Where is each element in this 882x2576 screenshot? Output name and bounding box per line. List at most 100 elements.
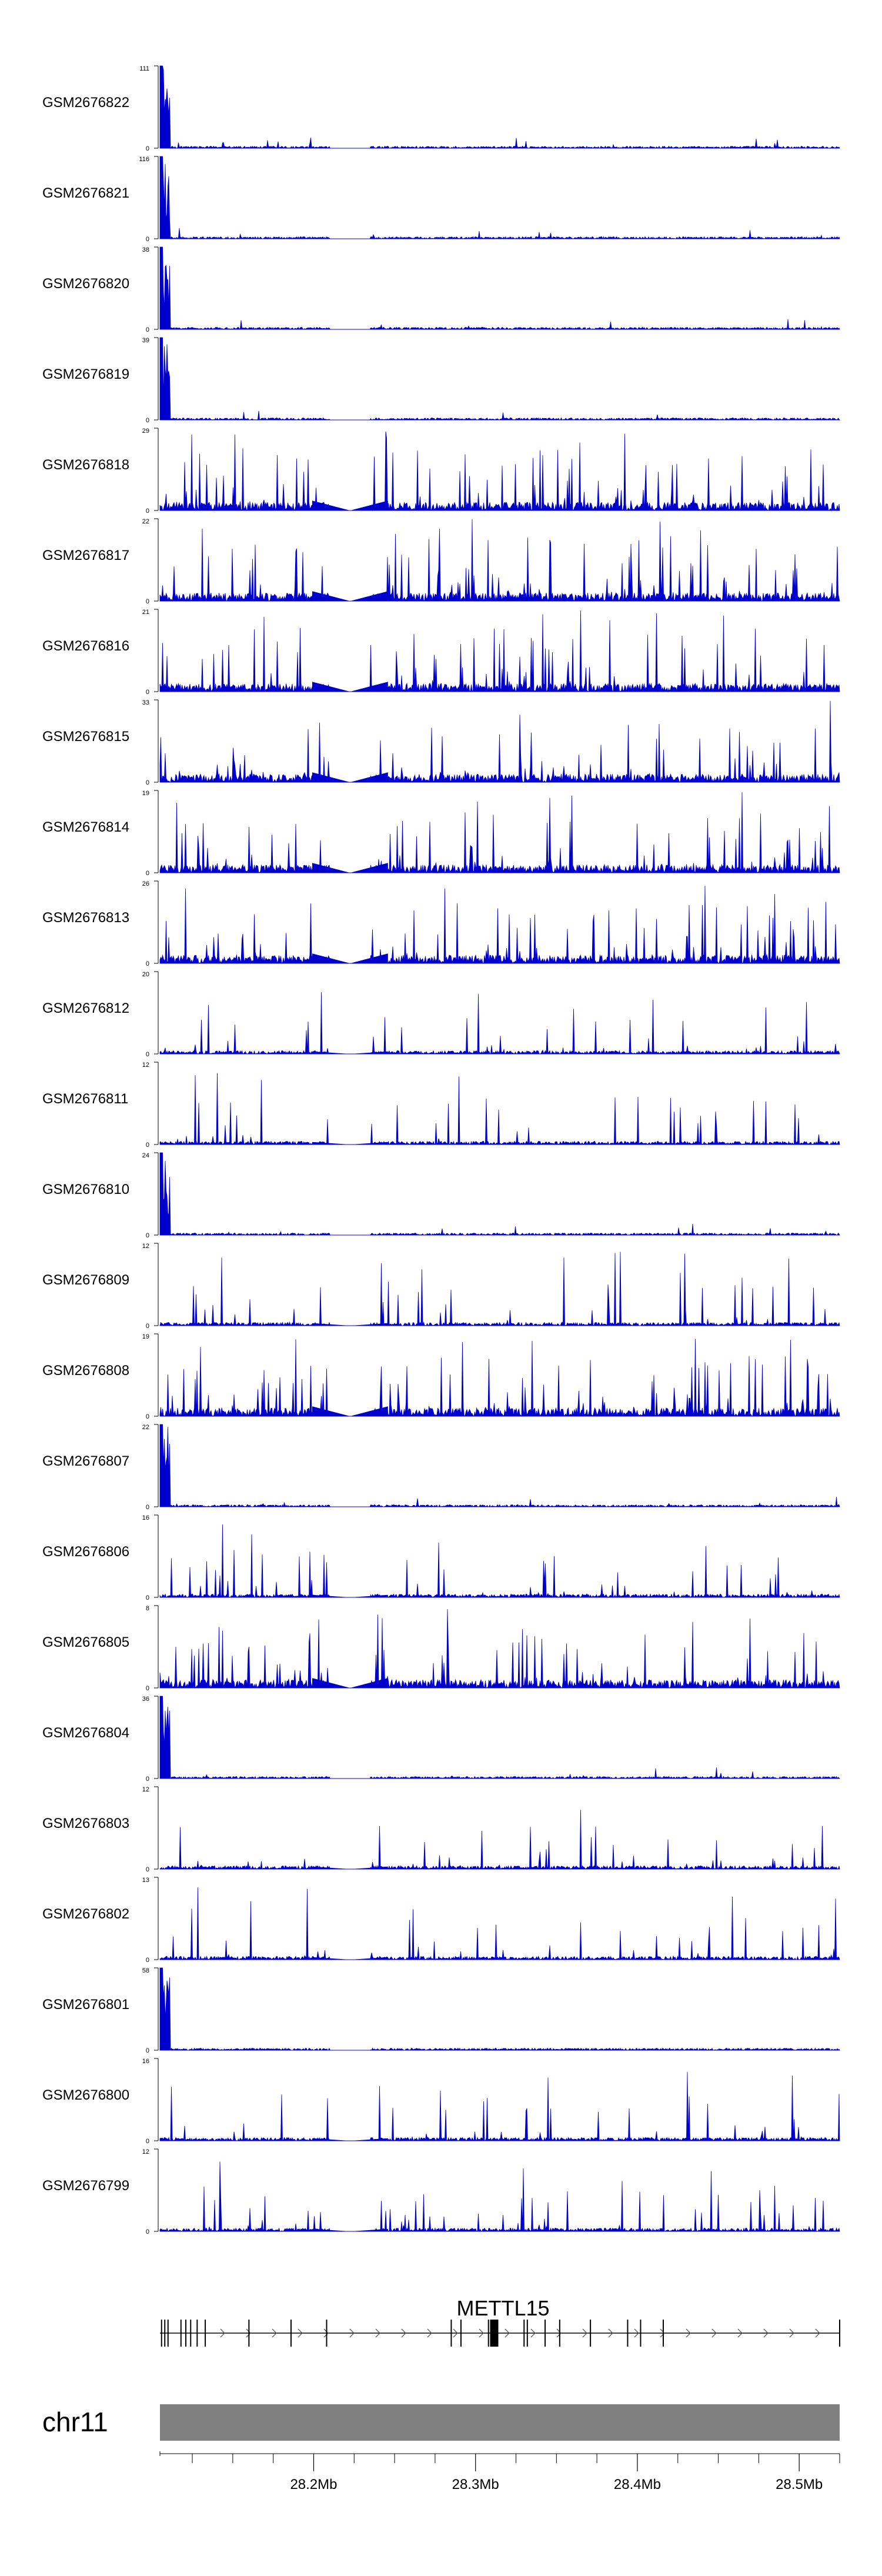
y-min-label: 0: [146, 1323, 149, 1330]
track-label: GSM2676814: [42, 819, 129, 835]
track-GSM2676805: GSM2676805 8 0: [42, 1605, 840, 1692]
signal-area: [159, 431, 840, 512]
gap-interpolation: [312, 1323, 388, 1326]
signal-area: [159, 1609, 840, 1689]
track-GSM2676814: GSM2676814 19 0: [42, 790, 840, 877]
signal-area: [159, 610, 840, 693]
tick-label: 28.5Mb: [776, 2477, 823, 2492]
y-min-label: 0: [146, 1594, 149, 1601]
track-label: GSM2676808: [42, 1363, 129, 1379]
gap-interpolation: [312, 2138, 388, 2141]
y-max-label: 19: [142, 790, 149, 797]
track-label: GSM2676803: [42, 1816, 129, 1831]
track-label: GSM2676802: [42, 1906, 129, 1922]
y-min-label: 0: [146, 326, 149, 333]
signal-area: [159, 1524, 840, 1599]
y-min-label: 0: [146, 2228, 149, 2235]
signal-area: [159, 1424, 840, 1507]
y-max-label: 12: [142, 1243, 149, 1250]
track-GSM2676816: GSM2676816 21 0: [42, 609, 840, 696]
gap-interpolation: [312, 682, 388, 692]
y-min-label: 0: [146, 1504, 149, 1511]
track-GSM2676799: GSM2676799 12 0: [42, 2148, 840, 2235]
signal-area: [159, 1696, 841, 1779]
signal-tracks: GSM2676822 111 0 GSM2676821 116 0 GSM2676820 38…: [42, 65, 841, 2235]
strand-arrow: [349, 2328, 355, 2338]
track-GSM2676801: GSM2676801 58 0: [42, 1967, 840, 2054]
track-GSM2676811: GSM2676811 12 0: [42, 1062, 840, 1149]
strand-arrow: [246, 2328, 251, 2338]
strand-arrow: [220, 2328, 225, 2338]
y-max-label: 16: [142, 2058, 149, 2065]
y-max-label: 19: [142, 1333, 149, 1340]
track-label: GSM2676818: [42, 457, 129, 473]
y-max-label: 13: [142, 1877, 149, 1884]
y-max-label: 21: [142, 609, 149, 616]
signal-area: [159, 1152, 840, 1236]
y-min-label: 0: [146, 1413, 149, 1420]
track-label: GSM2676799: [42, 2178, 129, 2194]
signal-area: [159, 992, 840, 1055]
signal-area: [159, 1967, 840, 2051]
strand-arrow: [479, 2328, 484, 2338]
track-label: GSM2676801: [42, 1997, 129, 2013]
track-GSM2676806: GSM2676806 16 0: [42, 1514, 840, 1601]
y-max-label: 12: [142, 2148, 149, 2155]
y-max-label: 22: [142, 1424, 149, 1431]
y-max-label: 8: [146, 1605, 149, 1612]
strand-arrow: [401, 2328, 406, 2338]
track-label: GSM2676807: [42, 1453, 129, 1469]
y-min-label: 0: [146, 417, 149, 424]
y-min-label: 0: [146, 689, 149, 696]
strand-arrow: [530, 2328, 536, 2338]
gap-interpolation: [312, 863, 388, 873]
track-label: GSM2676821: [42, 185, 129, 201]
gap-interpolation: [312, 953, 388, 963]
strand-arrow: [608, 2328, 613, 2338]
strand-arrow: [375, 2328, 380, 2338]
track-GSM2676809: GSM2676809 12 0: [42, 1243, 840, 1330]
strand-arrow: [505, 2328, 510, 2338]
y-min-label: 0: [146, 2138, 149, 2145]
tick-label: 28.3Mb: [452, 2477, 499, 2492]
track-GSM2676817: GSM2676817 22 0: [42, 518, 840, 605]
strand-arrow: [453, 2328, 458, 2338]
y-max-label: 58: [142, 1967, 149, 1974]
signal-area: [159, 1887, 840, 1961]
gene-model: METTL15: [160, 2296, 840, 2347]
signal-area: [159, 1252, 840, 1327]
y-max-label: 22: [142, 518, 149, 525]
y-max-label: 20: [142, 971, 149, 978]
genomic-axis: 28.2Mb 28.3Mb 28.4Mb 28.5Mb: [159, 2451, 840, 2492]
track-GSM2676815: GSM2676815 33 0: [42, 699, 840, 786]
y-max-label: 12: [142, 1786, 149, 1793]
tick-label: 28.4Mb: [614, 2477, 661, 2492]
chromosome-bar: [160, 2404, 840, 2441]
track-label: GSM2676812: [42, 1000, 129, 1016]
strand-arrow: [763, 2328, 769, 2338]
y-max-label: 26: [142, 880, 149, 887]
track-label: GSM2676817: [42, 548, 129, 563]
y-max-label: 16: [142, 1514, 149, 1521]
tick-label: 28.2Mb: [290, 2477, 337, 2492]
y-min-label: 0: [146, 1685, 149, 1692]
y-min-label: 0: [146, 1957, 149, 1964]
gap-interpolation: [312, 1866, 388, 1869]
strand-arrow: [323, 2328, 329, 2338]
strand-arrow: [815, 2328, 820, 2338]
strand-arrow: [634, 2328, 639, 2338]
signal-area: [159, 519, 840, 602]
track-GSM2676802: GSM2676802 13 0: [42, 1877, 840, 1964]
track-GSM2676818: GSM2676818 29 0: [42, 428, 840, 515]
strand-arrow: [711, 2328, 717, 2338]
signal-area: [159, 1339, 840, 1417]
signal-area: [159, 2071, 840, 2142]
gap-interpolation: [312, 1957, 388, 1960]
track-label: GSM2676800: [42, 2087, 129, 2103]
y-min-label: 0: [146, 1142, 149, 1149]
track-GSM2676807: GSM2676807 22 0: [42, 1424, 840, 1511]
y-max-label: 111: [139, 65, 149, 72]
gene-name-label: METTL15: [456, 2296, 549, 2320]
track-GSM2676808: GSM2676808 19 0: [42, 1333, 840, 1420]
signal-area: [159, 1073, 840, 1146]
